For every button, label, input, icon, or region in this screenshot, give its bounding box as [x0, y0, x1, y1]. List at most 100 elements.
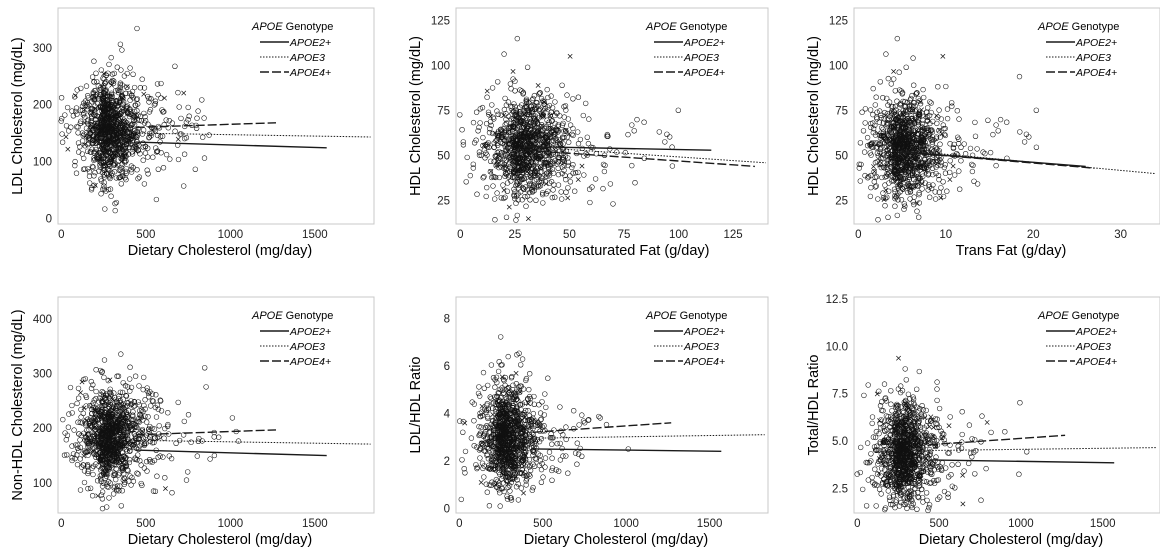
data-point: [109, 136, 116, 142]
data-point: [175, 89, 181, 96]
y-axis-label: LDL Cholesterol (mg/dL): [10, 37, 26, 194]
data-point: [175, 156, 182, 163]
data-point: [629, 162, 635, 169]
data-point: [856, 165, 862, 171]
scatter-panel-2: 0 25 50 75 100 125255075100125Monounsaturated…: [408, 7, 769, 259]
data-point: [104, 119, 111, 126]
data-point-x: [565, 195, 571, 201]
data-point: [904, 165, 910, 171]
y-tick-label: 75: [835, 106, 848, 118]
data-point: [517, 104, 523, 110]
data-point: [134, 108, 140, 114]
data-point: [889, 116, 895, 122]
data-point: [492, 196, 498, 202]
data-point: [903, 161, 910, 167]
point-cloud: [60, 351, 242, 512]
data-point: [539, 191, 546, 198]
data-point-x: [541, 113, 547, 119]
data-point: [495, 142, 501, 149]
x-axis-label: Monounsaturated Fat (g/day): [523, 243, 710, 259]
data-point: [101, 183, 107, 189]
data-point: [165, 125, 171, 131]
data-point: [552, 120, 558, 127]
data-point: [464, 154, 470, 161]
data-point: [876, 119, 883, 125]
data-point: [200, 134, 206, 140]
data-point: [154, 148, 160, 155]
data-point: [141, 110, 147, 117]
data-point: [122, 144, 129, 150]
data-point: [894, 135, 901, 142]
data-point: [493, 174, 499, 181]
data-point: [580, 112, 586, 119]
data-point: [531, 182, 537, 188]
x-tick-label: 100: [669, 229, 688, 241]
data-point: [112, 200, 118, 207]
data-point-x: [506, 204, 512, 210]
data-point: [90, 133, 96, 139]
data-point: [520, 154, 526, 160]
data-point: [570, 125, 576, 132]
data-point: [528, 161, 534, 168]
data-point: [539, 177, 545, 184]
y-tick-label: 25: [835, 196, 848, 208]
data-point: [510, 149, 516, 156]
data-point: [108, 144, 114, 150]
data-point: [880, 133, 886, 139]
data-point: [489, 102, 495, 108]
data-point: [529, 106, 536, 113]
data-point: [919, 171, 926, 177]
data-point: [495, 79, 501, 85]
data-point: [86, 127, 92, 134]
data-point: [69, 108, 75, 114]
data-point: [194, 115, 200, 121]
data-point: [563, 107, 569, 113]
data-point: [77, 144, 83, 150]
x-tick-label: 1000: [218, 518, 244, 530]
data-point: [71, 427, 77, 433]
data-point: [488, 158, 494, 164]
data-point: [151, 102, 158, 108]
data-point-x: [919, 181, 925, 187]
data-point-x: [538, 165, 544, 171]
data-point: [900, 98, 906, 105]
data-point: [926, 112, 933, 119]
data-point: [667, 134, 673, 140]
data-point: [123, 393, 130, 399]
data-point: [531, 187, 537, 194]
data-point: [860, 128, 867, 134]
data-point-x: [507, 151, 512, 157]
data-point: [481, 173, 487, 180]
point-cloud: [856, 35, 1040, 223]
data-point: [942, 162, 948, 168]
data-point: [512, 143, 519, 149]
data-point: [510, 168, 517, 175]
data-point: [907, 196, 913, 202]
data-point: [898, 167, 904, 173]
data-point: [460, 139, 466, 145]
data-point: [106, 121, 112, 127]
data-point: [537, 90, 543, 96]
legend-item-label: APOE2+: [1075, 37, 1117, 49]
data-point: [537, 183, 544, 189]
data-point: [993, 162, 999, 169]
data-point: [131, 121, 138, 128]
data-point: [108, 193, 114, 199]
x-axis-label: Trans Fat (g/day): [956, 243, 1067, 259]
data-point: [473, 137, 479, 143]
data-point: [494, 161, 500, 168]
data-point: [880, 150, 887, 156]
data-point: [118, 105, 124, 112]
data-point: [496, 148, 502, 155]
data-point: [112, 129, 118, 135]
data-point: [877, 149, 883, 156]
data-point: [137, 85, 144, 91]
data-point: [514, 35, 520, 42]
trend-line-dashed: [135, 122, 277, 129]
data-point: [544, 135, 550, 141]
data-point: [906, 161, 912, 168]
data-point: [902, 203, 908, 209]
data-point: [114, 64, 120, 70]
data-point: [541, 125, 548, 132]
data-point: [120, 396, 127, 402]
